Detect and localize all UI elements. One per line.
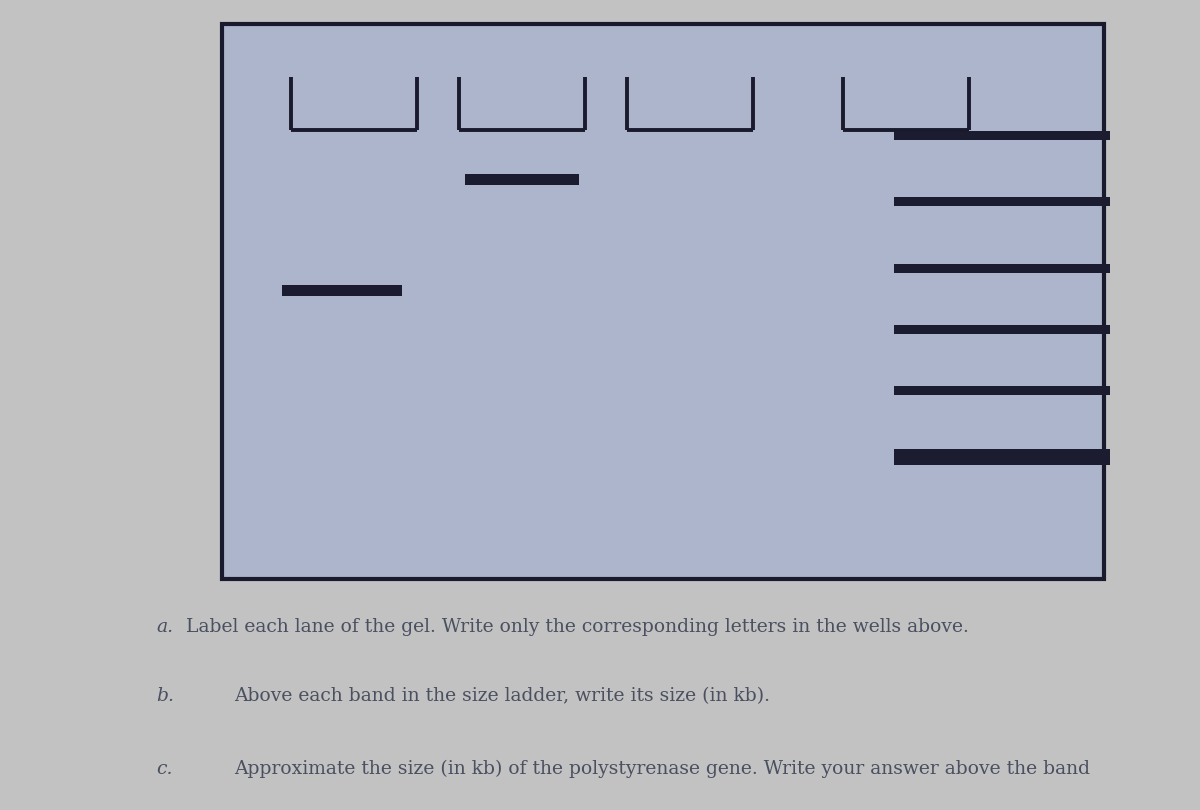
Bar — [894, 198, 1110, 207]
Bar — [894, 386, 1110, 395]
Text: a.: a. — [156, 618, 173, 636]
Bar — [466, 174, 580, 185]
Text: Approximate the size (in kb) of the polystyrenase gene. Write your answer above : Approximate the size (in kb) of the poly… — [234, 759, 1090, 778]
Text: c.: c. — [156, 760, 173, 778]
Text: b.: b. — [156, 687, 174, 705]
Bar — [894, 449, 1110, 465]
Bar — [222, 24, 1104, 579]
Bar — [894, 264, 1110, 273]
Text: Label each lane of the gel. Write only the corresponding letters in the wells ab: Label each lane of the gel. Write only t… — [186, 618, 968, 636]
Bar — [894, 131, 1110, 140]
Bar — [894, 325, 1110, 334]
Bar — [282, 285, 402, 296]
Text: Above each band in the size ladder, write its size (in kb).: Above each band in the size ladder, writ… — [234, 687, 770, 705]
